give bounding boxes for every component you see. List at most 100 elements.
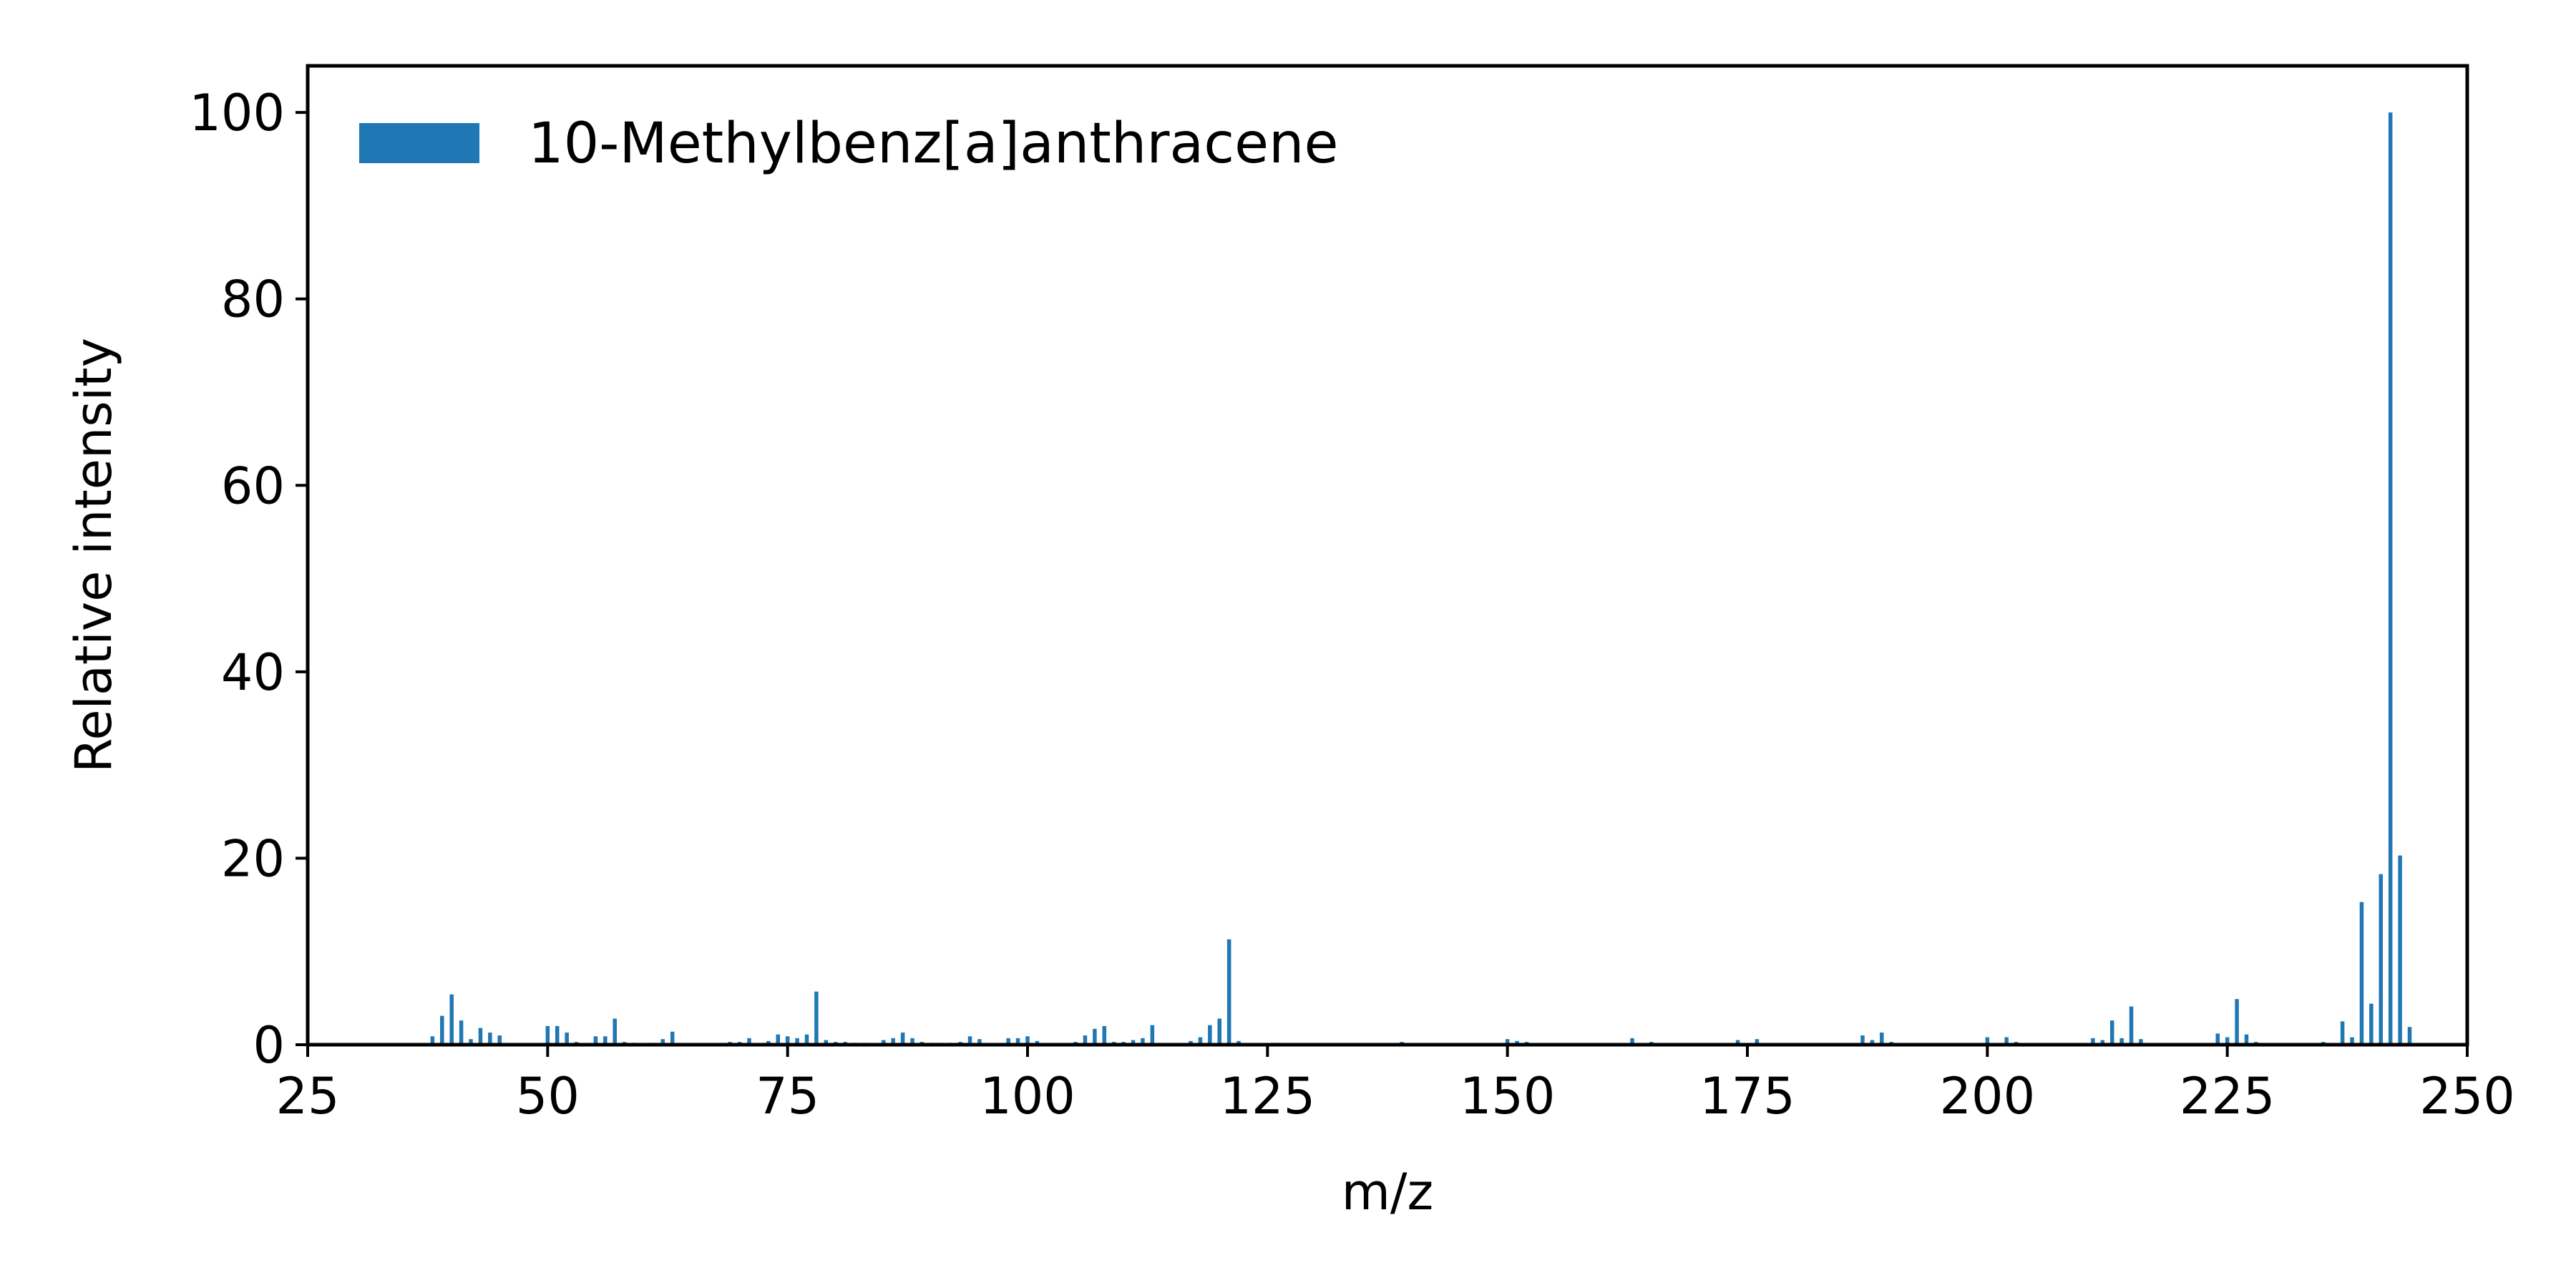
bar [776,1034,780,1045]
bar [2359,902,2364,1045]
bar [1025,1036,1030,1045]
x-axis-label: m/z [1342,1163,1434,1221]
bar [824,1040,829,1045]
bar [1198,1037,1203,1045]
bar [1189,1040,1193,1045]
bar [1141,1038,1145,1045]
bar [1093,1028,1097,1045]
legend-label: 10-Methylbenz[a]anthracene [528,112,1339,176]
bar [1985,1037,1990,1045]
bar [785,1036,790,1045]
bar [910,1038,914,1045]
y-tick-label: 0 [253,1016,285,1075]
x-tick-label: 150 [1460,1067,1556,1126]
bar [747,1038,751,1045]
bar [555,1025,560,1045]
bar [977,1039,982,1045]
bar [613,1018,617,1045]
bar [891,1038,895,1045]
bar [440,1015,444,1045]
bar [1217,1018,1222,1045]
bar [1150,1025,1155,1045]
bar [1515,1040,1519,1045]
bar [1006,1038,1010,1045]
legend-swatch [359,123,479,163]
y-tick-label: 60 [221,457,285,515]
bar [814,991,819,1045]
bar [967,1036,972,1045]
x-tick-label: 100 [980,1067,1075,1126]
x-tick-label: 75 [756,1067,819,1126]
bar [1226,939,1231,1045]
x-tick-label: 125 [1220,1067,1316,1126]
bar [565,1033,569,1045]
bar [1630,1038,1634,1045]
bar [1755,1039,1760,1045]
bar [1083,1035,1088,1045]
bar [478,1028,483,1045]
bar [2407,1027,2412,1045]
x-axis-ticks: 25 50 75 100 125 150 175 200 225 250 [275,1045,2515,1126]
bar [1505,1039,1510,1045]
bar [1131,1040,1136,1045]
bar [2369,1003,2373,1045]
bar [1880,1033,1884,1045]
bar [430,1036,435,1045]
x-tick-label: 50 [516,1067,580,1126]
bar [2100,1040,2105,1045]
bar [2004,1037,2009,1045]
x-tick-label: 25 [275,1067,339,1126]
bar [2340,1021,2345,1045]
bar [1735,1040,1740,1045]
x-tick-label: 175 [1699,1067,1795,1126]
bar [2225,1037,2230,1045]
bar [795,1038,799,1045]
y-tick-label: 20 [221,829,285,888]
bar [1035,1040,1040,1045]
y-axis-label: Relative intensity [64,338,123,773]
bar [2398,855,2402,1045]
x-tick-label: 225 [2180,1067,2275,1126]
bar [660,1039,665,1045]
bar-group [430,112,2412,1045]
bar [2379,874,2384,1045]
y-tick-label: 100 [189,84,285,142]
bar [2091,1038,2095,1045]
bar [882,1040,886,1045]
bar [469,1039,473,1045]
bar [2350,1037,2354,1045]
bar [603,1036,608,1045]
bar [2388,112,2393,1045]
bar [2235,999,2239,1045]
bar [2215,1033,2220,1045]
bar [1015,1038,1020,1045]
bar [2244,1034,2249,1045]
bar [670,1031,675,1045]
bar [804,1034,809,1045]
y-tick-label: 80 [221,270,285,329]
bar [1860,1035,1865,1045]
x-tick-label: 250 [2419,1067,2515,1126]
bar [766,1040,771,1045]
plot-frame [306,64,2469,1047]
bar [2109,1020,2114,1045]
bar [2139,1039,2143,1045]
y-tick-label: 40 [221,643,285,702]
bar [1208,1025,1212,1045]
bar [1236,1040,1241,1045]
bar [488,1033,492,1045]
bar [459,1020,464,1045]
bar [900,1033,905,1045]
bar [1102,1025,1107,1045]
legend: 10-Methylbenz[a]anthracene [359,112,1339,176]
bar [593,1036,598,1045]
bar [449,994,454,1045]
x-tick-label: 200 [1940,1067,2036,1126]
bar [2129,1006,2134,1045]
bar [497,1035,502,1045]
bar [2119,1038,2124,1045]
bar [545,1025,550,1045]
bar [1870,1040,1875,1045]
y-axis-ticks: 0 20 40 60 80 100 [189,84,308,1075]
